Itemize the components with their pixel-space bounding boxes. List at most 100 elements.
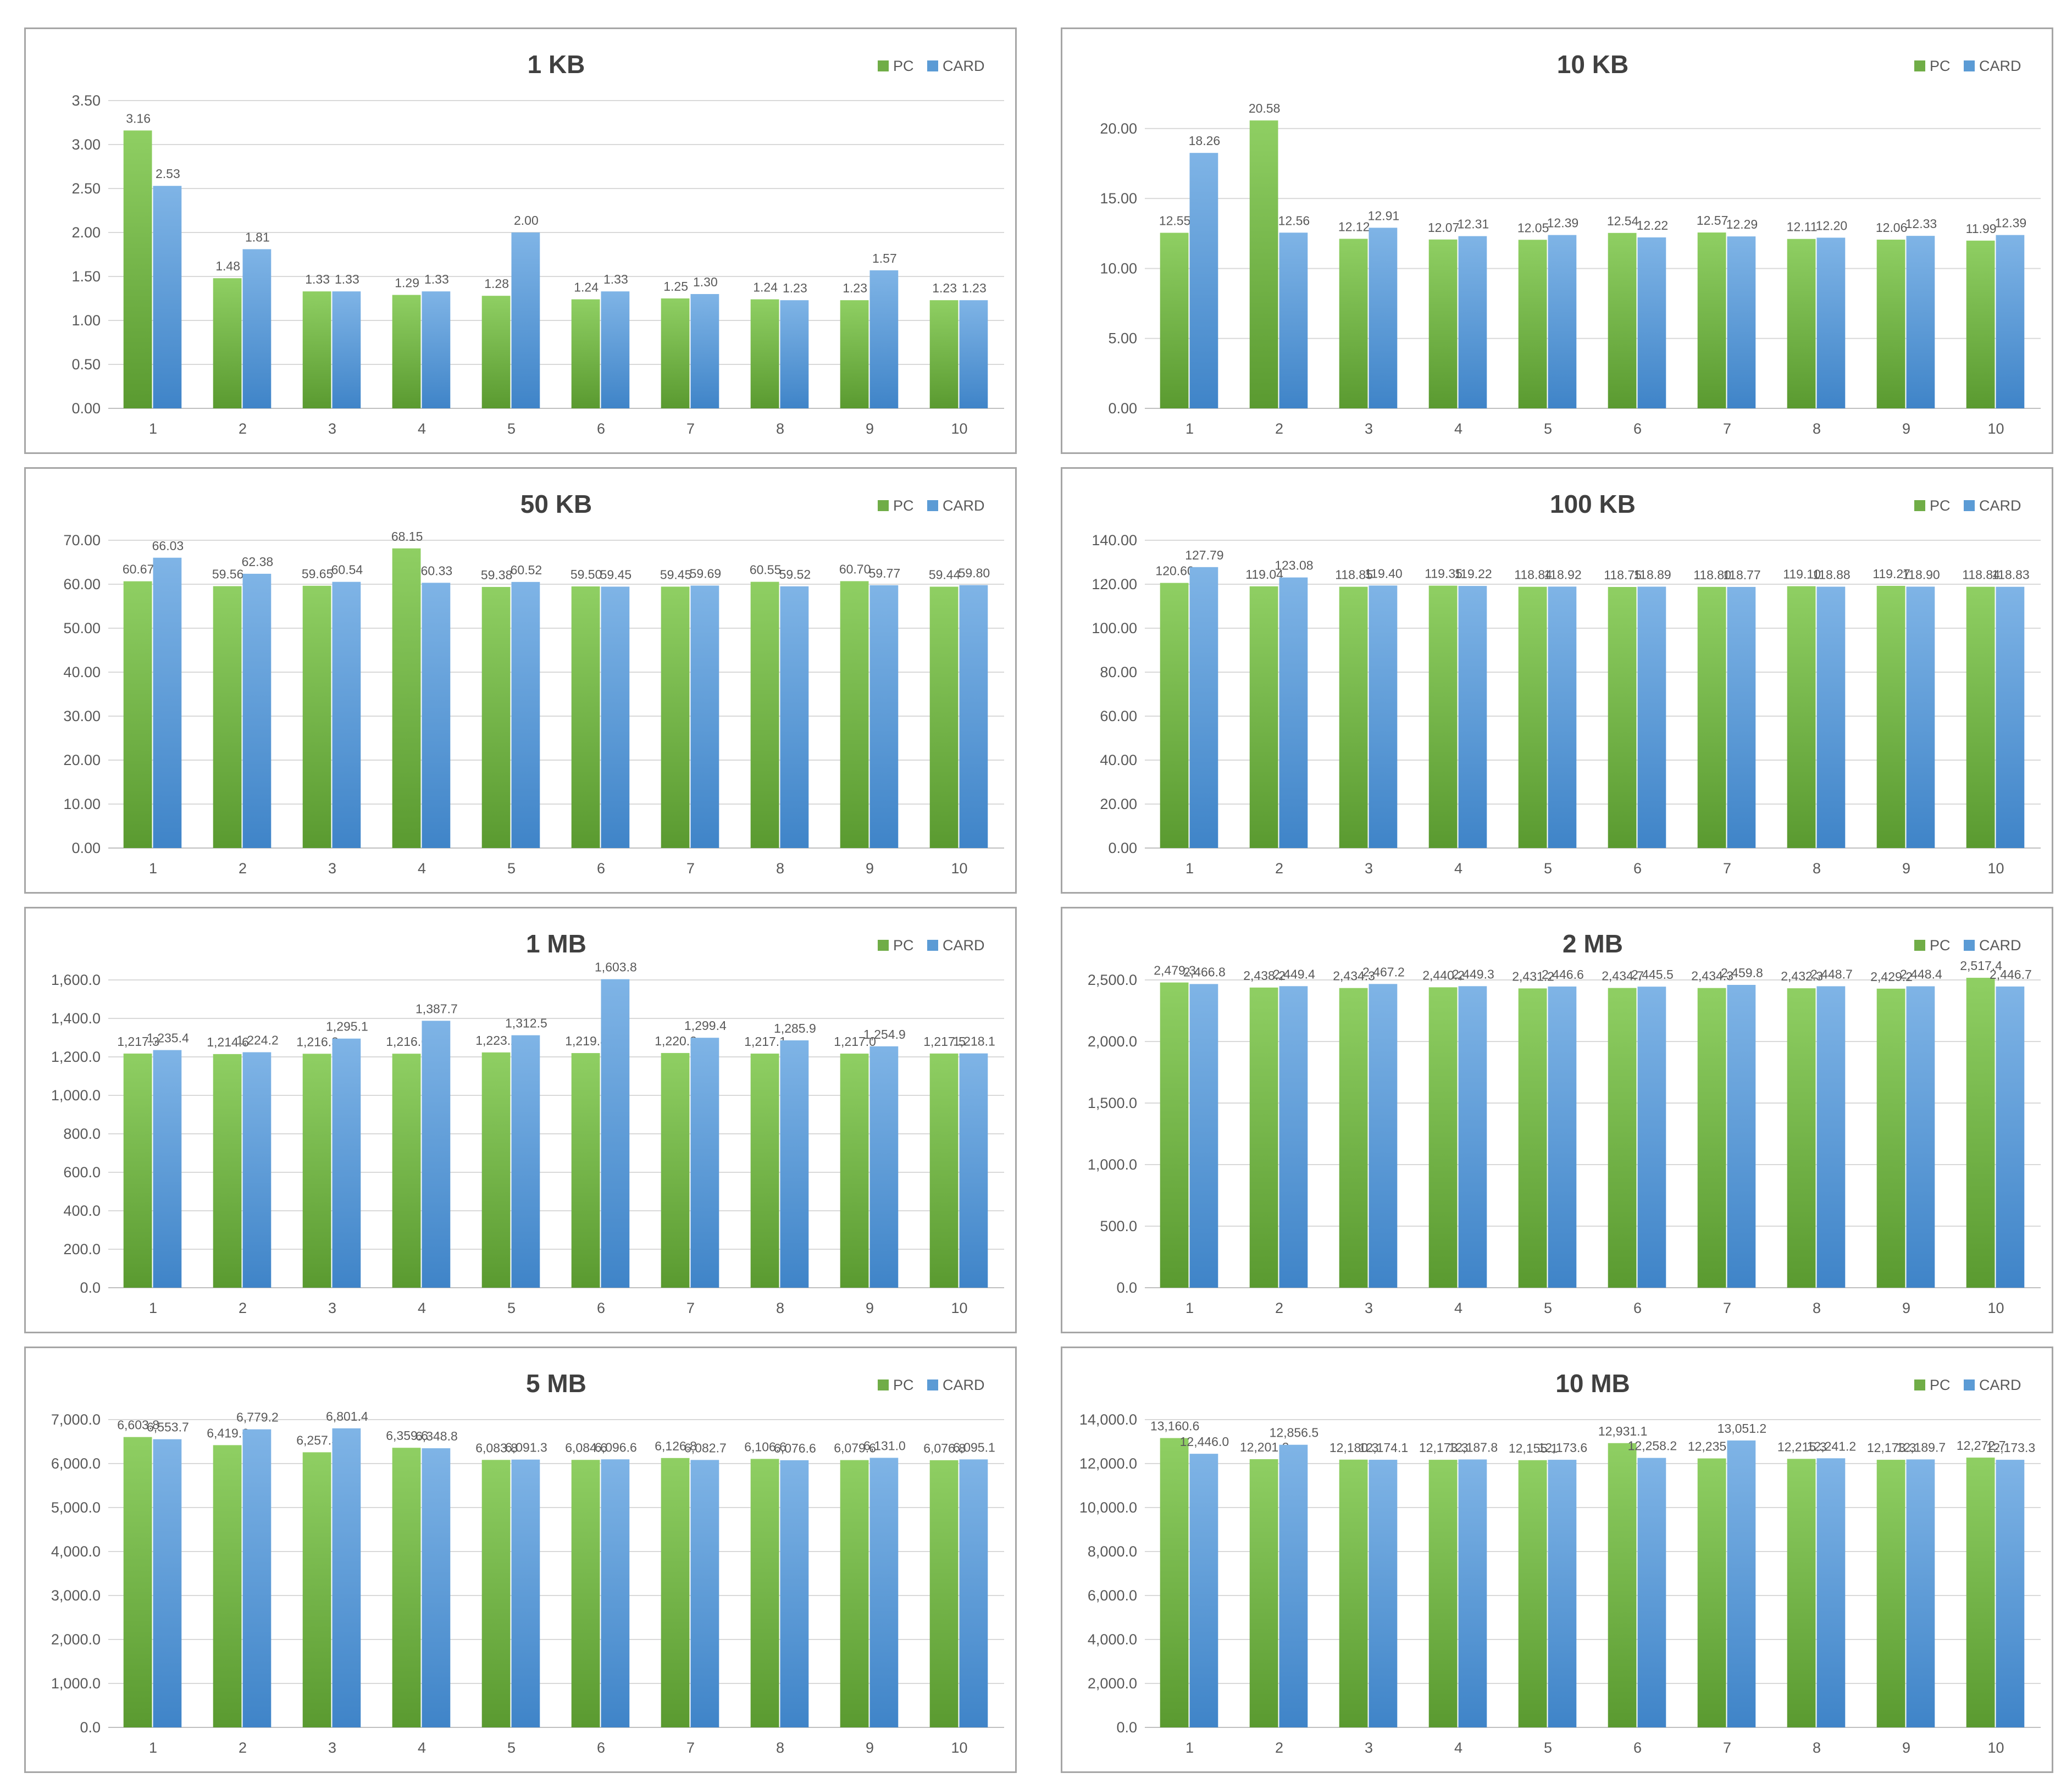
data-label-pc: 12.07 (1428, 220, 1460, 235)
x-tick-label: 4 (418, 1300, 426, 1316)
bar-pc (571, 586, 600, 848)
x-tick-label: 6 (597, 1300, 605, 1316)
data-label-card: 60.52 (511, 563, 542, 577)
data-label-pc: 1.24 (753, 280, 778, 295)
data-label-card: 1.23 (783, 281, 807, 295)
bar-pc (571, 1460, 600, 1727)
bar-card (511, 1459, 540, 1727)
data-label-pc: 1,217.1 (744, 1034, 786, 1049)
data-label-card: 12,446.0 (1180, 1434, 1229, 1449)
chart-10mb-svg: 10 MB PC CARD 0.0 2,000.0 4,000.0 6,000.0 8,000… (1079, 1369, 2041, 1756)
bar-pc (123, 581, 152, 848)
data-label-pc: 118.75 (1604, 568, 1642, 582)
x-tick-label: 7 (1723, 420, 1731, 437)
bar-pc (1160, 1438, 1189, 1727)
bar-card (332, 581, 361, 848)
legend-pc-swatch (1914, 940, 1925, 951)
x-tick-label: 10 (1987, 1300, 2004, 1316)
y-tick-label: 1,000.0 (51, 1087, 101, 1104)
bar-card (1637, 1458, 1666, 1727)
data-label-card: 62.38 (242, 555, 274, 569)
data-label-card: 12,173.3 (1986, 1441, 2036, 1455)
bar-card (1816, 586, 1846, 848)
bar-card (242, 249, 272, 408)
bar-card (1816, 1458, 1846, 1727)
data-label-pc: 2,438.2 (1243, 968, 1286, 983)
data-label-pc: 12,155.1 (1509, 1441, 1558, 1455)
legend-card-label: CARD (1979, 497, 2021, 514)
legend-card-swatch (1964, 1379, 1975, 1390)
bar-card (1996, 586, 2025, 848)
y-tick-label: 2,000.0 (1088, 1675, 1137, 1692)
x-tick-label: 10 (951, 1739, 967, 1756)
data-label-pc: 6,106.6 (744, 1439, 786, 1454)
bar-pc (1787, 1459, 1816, 1727)
x-tick-label: 7 (686, 1739, 695, 1756)
bar-pc (1249, 1459, 1278, 1727)
legend-card-label: CARD (943, 497, 985, 514)
bar-pc (213, 278, 242, 408)
x-tick-label: 2 (1275, 420, 1283, 437)
data-label-pc: 59.65 (302, 567, 334, 581)
y-tick-label: 0.0 (80, 1279, 101, 1296)
y-tick-label: 1,000.0 (51, 1675, 101, 1692)
data-label-card: 2,448.4 (1900, 967, 1942, 982)
bar-pc (1608, 988, 1637, 1288)
data-label-card: 1.33 (603, 272, 628, 286)
legend-pc-label: PC (1930, 58, 1951, 74)
bar-card (153, 557, 182, 848)
chart-panel-5mb: 5 MB PC CARD 0.0 1,000.0 2,000.0 3,000.0 4,000.… (24, 1347, 1017, 1773)
chart-50kb-svg: 50 KB PC CARD 0.00 10.00 20.00 30.00 40.00 50.00… (63, 490, 1004, 877)
bar-card (1727, 1440, 1756, 1727)
bar-card (1189, 1454, 1218, 1727)
bar-pc (1608, 232, 1637, 408)
bar-pc (1966, 240, 1995, 408)
bar-pc (1518, 988, 1547, 1288)
bar-pc (1518, 240, 1547, 408)
bar-card (511, 232, 540, 408)
chart-panel-1kb: 1 KB PC CARD 0.00 0.50 1.00 1.50 2.00 2.50 3.00 3.… (24, 27, 1017, 454)
bar-pc (123, 1053, 152, 1288)
y-tick-label: 7,000.0 (51, 1411, 101, 1428)
data-label-pc: 12.55 (1159, 214, 1191, 228)
y-tick-label: 20.00 (1100, 796, 1137, 812)
data-label-pc: 13,160.6 (1150, 1419, 1200, 1433)
data-label-card: 12,189.7 (1897, 1440, 1946, 1454)
data-label-pc: 12,173.3 (1419, 1441, 1469, 1455)
y-tick-label: 600.0 (63, 1164, 101, 1181)
y-tick-label: 2,500.0 (1088, 972, 1137, 988)
bar-card (242, 1429, 272, 1727)
bar-pc (571, 1053, 600, 1288)
bar-pc (1697, 1458, 1726, 1727)
chart-title: 1 MB (526, 929, 586, 958)
y-tick-label: 1,400.0 (51, 1010, 101, 1027)
bar-pc (1697, 988, 1726, 1288)
bar-pc (1876, 585, 1905, 848)
data-label-pc: 2,431.2 (1512, 969, 1554, 983)
data-label-card: 6,553.7 (147, 1420, 189, 1434)
x-tick-label: 6 (1633, 1739, 1642, 1756)
bar-card (1279, 1444, 1308, 1727)
legend-pc-label: PC (1930, 497, 1951, 514)
data-label-card: 12.39 (1995, 216, 2027, 230)
y-tick-label: 2.00 (71, 224, 101, 241)
x-tick-label: 10 (951, 860, 967, 877)
chart-panel-2mb: 2 MB PC CARD 0.0 500.0 1,000.0 1,500.0 2,000.0 2… (1061, 907, 2053, 1333)
y-tick-label: 40.00 (1100, 752, 1137, 768)
y-tick-label: 8,000.0 (1088, 1543, 1137, 1560)
data-label-pc: 1,216.3 (296, 1034, 339, 1049)
data-label-card: 66.03 (152, 539, 184, 553)
bar-pc (1876, 988, 1905, 1288)
data-label-card: 2.53 (156, 167, 180, 181)
data-label-card: 1,285.9 (774, 1021, 816, 1035)
bar-pc (1428, 585, 1458, 848)
data-label-pc: 1,219.8 (565, 1034, 607, 1048)
bar-card (780, 1460, 809, 1727)
data-label-pc: 2,434.3 (1691, 969, 1733, 983)
data-label-card: 1.30 (693, 275, 718, 289)
bar-pc (750, 1459, 779, 1727)
bar-pc (661, 298, 690, 408)
data-label-card: 12.29 (1726, 217, 1758, 231)
bar-pc (1160, 232, 1189, 408)
bar-pc (1249, 987, 1278, 1288)
